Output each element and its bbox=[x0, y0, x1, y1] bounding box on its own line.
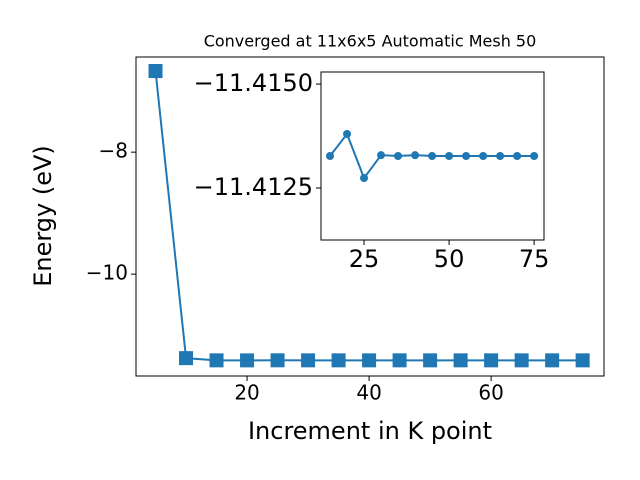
marker bbox=[462, 152, 471, 160]
x-tick-label: 50 bbox=[434, 245, 465, 273]
x-tick-label: 25 bbox=[349, 245, 380, 273]
marker bbox=[362, 353, 377, 368]
marker bbox=[496, 152, 505, 160]
marker bbox=[343, 129, 352, 138]
marker bbox=[240, 353, 255, 368]
marker bbox=[209, 353, 224, 368]
chart-title: Converged at 11x6x5 Automatic Mesh 50 bbox=[204, 32, 537, 51]
marker bbox=[411, 151, 420, 160]
y-tick-label: −11.4150 bbox=[194, 69, 313, 97]
marker bbox=[545, 353, 560, 368]
marker bbox=[392, 353, 407, 368]
marker bbox=[479, 152, 488, 160]
marker bbox=[394, 152, 403, 160]
marker bbox=[331, 353, 346, 368]
y-tick-label: −8 bbox=[99, 139, 128, 163]
x-tick-label: 60 bbox=[478, 381, 503, 405]
marker bbox=[377, 151, 386, 160]
marker bbox=[513, 152, 522, 160]
marker bbox=[514, 353, 529, 368]
marker bbox=[301, 353, 316, 368]
marker bbox=[270, 353, 285, 368]
y-tick-label: −11.4125 bbox=[194, 173, 313, 201]
y-axis-label: Energy (eV) bbox=[29, 145, 57, 287]
x-tick-label: 40 bbox=[356, 381, 381, 405]
marker bbox=[179, 351, 194, 366]
axes-frame bbox=[320, 71, 545, 241]
marker bbox=[453, 353, 468, 368]
marker bbox=[148, 64, 163, 79]
marker bbox=[530, 152, 539, 160]
marker bbox=[428, 152, 437, 160]
x-tick-label: 20 bbox=[234, 381, 259, 405]
x-axis-label: Increment in K point bbox=[248, 417, 492, 445]
marker bbox=[575, 353, 590, 368]
marker bbox=[326, 152, 335, 160]
marker bbox=[484, 353, 499, 368]
marker bbox=[360, 174, 369, 183]
marker bbox=[423, 353, 438, 368]
y-tick-label: −10 bbox=[86, 261, 128, 285]
x-tick-label: 75 bbox=[519, 245, 550, 273]
axes-frame bbox=[135, 56, 605, 377]
marker bbox=[445, 152, 454, 160]
